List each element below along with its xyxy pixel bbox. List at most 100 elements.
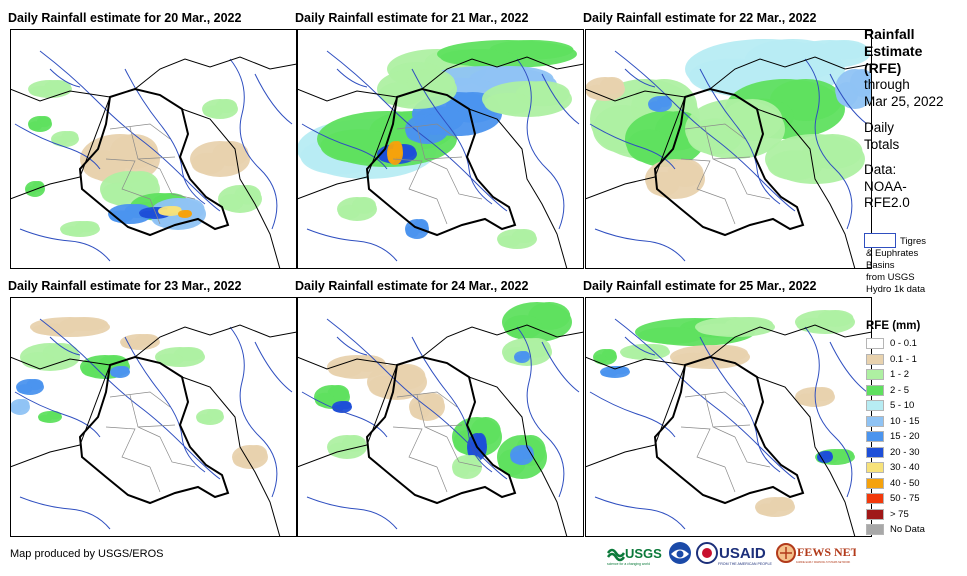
rainfall-area: [796, 393, 818, 406]
legend-swatch: [866, 384, 884, 396]
rainfall-area: [672, 352, 716, 368]
map-frame: [297, 29, 584, 269]
rainfall-area: [29, 85, 54, 97]
panel-title: Daily Rainfall estimate for 24 Mar., 202…: [295, 279, 529, 293]
country-borders: [10, 324, 297, 537]
rainfall-area: [440, 49, 518, 66]
rainfall-area: [232, 452, 253, 468]
country-borders: [585, 324, 872, 537]
legend-swatch: [866, 400, 884, 412]
map-frame: [297, 297, 584, 537]
data-source: NOAA-: [864, 178, 907, 194]
rainfall-area: [121, 339, 143, 349]
rainfall-map: [10, 297, 297, 537]
rainfall-area: [514, 354, 524, 363]
province-boundaries: [392, 123, 483, 225]
river-basin-line: [541, 341, 580, 393]
rainfall-area: [498, 235, 520, 248]
usgs-tagline: science for a changing world: [607, 562, 650, 566]
river-basin-line: [19, 228, 111, 262]
rainfall-area: [600, 369, 618, 378]
rainfall-area: [21, 352, 55, 369]
legend-item: 50 - 75: [866, 491, 964, 507]
basin-text-line: Basins: [866, 260, 895, 271]
legend-swatch: [866, 338, 884, 350]
noaa-logo: [668, 541, 692, 570]
map-info-panel: Rainfall Estimate (RFE) through Mar 25, …: [864, 26, 964, 295]
panel-title: Daily Rainfall estimate for 23 Mar., 202…: [8, 279, 242, 293]
river-basin-line: [124, 336, 206, 473]
rainfall-area: [510, 451, 524, 464]
province-boundaries: [105, 123, 196, 225]
rainfall-area: [61, 226, 83, 236]
river-basin-line: [411, 336, 493, 473]
legend-swatch: [866, 369, 884, 381]
rainfall-area: [338, 204, 360, 220]
legend-label: 0.1 - 1: [890, 353, 917, 365]
river-basin-line: [589, 123, 676, 170]
river-basin-line: [804, 326, 853, 498]
rainfall-area: [51, 136, 68, 146]
basin-text-line: Hydro 1k data: [866, 284, 926, 295]
panel-title: Daily Rainfall estimate for 21 Mar., 202…: [295, 11, 529, 25]
river-basin-line: [804, 58, 853, 230]
rainfall-area: [756, 503, 778, 516]
usaid-wordmark: USAID: [719, 545, 766, 562]
info-title-line: Rainfall: [864, 26, 915, 42]
rainfall-area: [503, 315, 543, 339]
legend-item: > 75: [866, 507, 964, 523]
basin-legend-text: Tigres & Euphrates Basins from USGS Hydr…: [866, 236, 964, 296]
through-date: Mar 25, 2022: [864, 93, 944, 109]
country-borders: [297, 324, 584, 537]
data-label: Data:: [864, 162, 897, 177]
river-basin-line: [336, 68, 368, 88]
river-basin-line: [306, 496, 398, 530]
legend-label: 0 - 0.1: [890, 338, 917, 350]
rainfall-layer: [297, 40, 577, 249]
rainfall-area: [81, 362, 109, 378]
info-title-line: Estimate: [864, 43, 923, 59]
panel-title: Daily Rainfall estimate for 25 Mar., 202…: [583, 279, 817, 293]
iraq-boundary: [365, 87, 517, 237]
legend-item: No Data: [866, 522, 964, 538]
rainfall-area: [110, 369, 122, 378]
rainfall-area: [593, 354, 607, 364]
legend-item: 1 - 2: [866, 367, 964, 383]
rainfall-area: [767, 150, 823, 181]
river-basin-line: [336, 336, 368, 356]
rainfall-area: [156, 353, 184, 366]
legend-label: 5 - 10: [890, 400, 915, 412]
river-basin-line: [624, 68, 656, 88]
legend-label: 2 - 5: [890, 384, 910, 396]
legend-label: 30 - 40: [890, 462, 920, 474]
river-basin-line: [301, 391, 388, 438]
river-basin-line: [594, 496, 686, 530]
rainfall-map: [585, 29, 872, 269]
river-basin-line: [229, 326, 278, 498]
rainfall-area: [28, 121, 42, 131]
rainfall-area: [332, 404, 344, 413]
iraq-boundary: [365, 355, 517, 505]
iraq-boundary: [653, 355, 805, 505]
river-basin-line: [14, 123, 101, 170]
map-credit: Map produced by USGS/EROS: [10, 548, 164, 560]
river-basin-line: [39, 50, 221, 212]
rainfall-area: [101, 182, 135, 205]
province-boundaries: [680, 391, 771, 493]
legend-swatch: [866, 524, 884, 536]
legend-item: 15 - 20: [866, 429, 964, 445]
fewsnet-tagline: FAMINE EARLY WARNING SYSTEMS NETWORK: [796, 561, 851, 564]
map-panel-mar-21: Daily Rainfall estimate for 21 Mar., 202…: [295, 11, 584, 269]
daily-label: Daily: [864, 120, 895, 135]
river-basin-line: [326, 318, 508, 480]
river-basin-line: [14, 391, 101, 438]
map-panel-mar-24: Daily Rainfall estimate for 24 Mar., 202…: [295, 279, 584, 537]
iraq-boundary: [653, 87, 805, 237]
legend-label: 1 - 2: [890, 369, 910, 381]
rainfall-area: [648, 101, 662, 111]
fewsnet-logo: FEWS NET FAMINE EARLY WARNING SYSTEMS NE…: [776, 541, 859, 572]
rfe-legend: RFE (mm) 0 - 0.1 0.1 - 1 1 - 2 2 - 5 5 - 10 1…: [866, 320, 964, 538]
panel-title: Daily Rainfall estimate for 22 Mar., 202…: [583, 11, 817, 25]
basin-text-line: & Euphrates: [866, 248, 919, 259]
legend-item: 20 - 30: [866, 445, 964, 461]
